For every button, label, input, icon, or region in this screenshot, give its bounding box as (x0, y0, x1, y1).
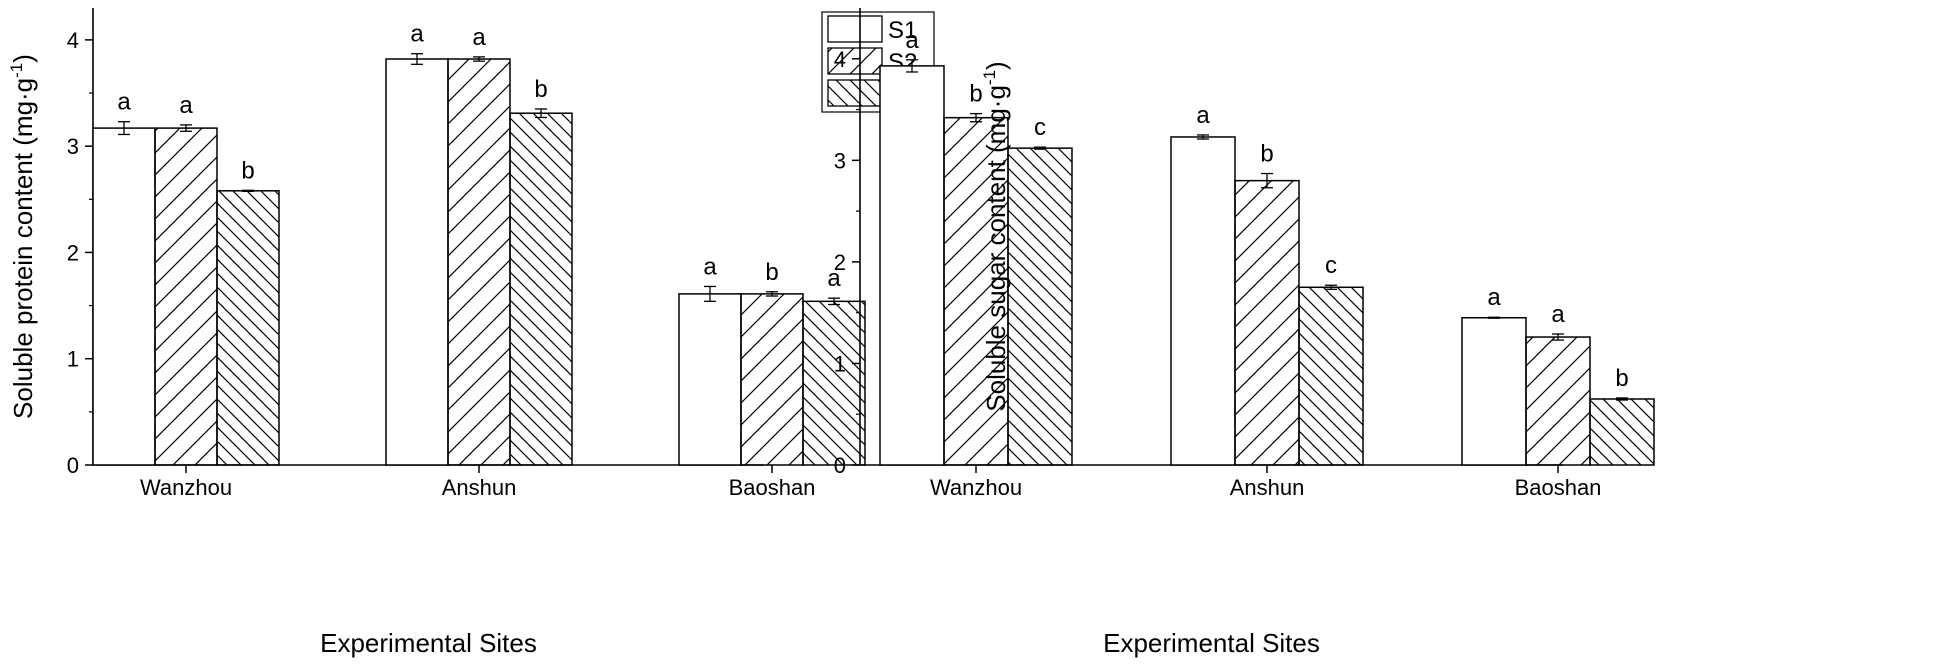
legend-swatch-s2 (827, 47, 883, 75)
x-axis-title: Experimental Sites (1103, 628, 1320, 658)
legend-label-s1: S1 (888, 17, 917, 44)
bar-s1-anshun (1170, 136, 1236, 466)
x-tick-label-baoshan: Baoshan (1515, 475, 1602, 500)
y-axis-title-close: ) (8, 54, 38, 63)
bar-s2-baoshan (1525, 336, 1591, 466)
bar-ck-anshun (509, 112, 573, 466)
significance-label: b (1260, 141, 1273, 168)
y-tick-label: 1 (67, 347, 79, 372)
significance-label: a (472, 24, 486, 51)
significance-label: a (1487, 284, 1501, 311)
y-tick-label: 4 (67, 28, 79, 53)
significance-label: a (827, 265, 841, 292)
y-axis-title-superscript: -1 (7, 63, 26, 78)
y-tick-label: 0 (67, 453, 79, 478)
x-tick-label-anshun: Anshun (442, 475, 517, 500)
bar-s2-anshun (1234, 179, 1300, 466)
significance-label: b (765, 259, 778, 286)
y-axis-title-close: ) (981, 61, 1011, 70)
chart-1: 0 1 2 3 4 Soluble protein content (mg·g-1) a a b… (7, 8, 935, 658)
x-axis-title: Experimental Sites (320, 628, 537, 658)
bar-ck-anshun (1298, 286, 1364, 466)
x-tick-label-wanzhou: Wanzhou (930, 475, 1022, 500)
bar-ck-baoshan (802, 300, 866, 466)
y-tick-label: 0 (834, 453, 846, 478)
bar-s2-baoshan (740, 293, 804, 466)
y-axis-title-text: Soluble protein content (mg·g (8, 78, 38, 419)
bar-s1-wanzhou (92, 127, 156, 466)
significance-label: c (1325, 252, 1337, 279)
legend-swatch-s1 (827, 15, 883, 43)
significance-label: b (534, 76, 547, 103)
significance-label: b (1615, 365, 1628, 392)
y-axis-title-superscript: -1 (980, 70, 999, 85)
significance-label: a (1551, 301, 1565, 328)
y-tick-label: 3 (67, 134, 79, 159)
bar-ck-wanzhou (1007, 147, 1073, 466)
significance-label: a (117, 89, 131, 116)
x-tick-label-wanzhou: Wanzhou (140, 475, 232, 500)
significance-label: a (179, 92, 193, 119)
x-tick-label-anshun: Anshun (1230, 475, 1305, 500)
bar-ck-baoshan (1589, 398, 1655, 466)
y-tick-label: 3 (834, 148, 846, 173)
bar-s2-wanzhou (154, 127, 218, 466)
significance-label: b (969, 81, 982, 108)
significance-label: a (1196, 102, 1210, 129)
legend-swatch-ck (827, 79, 883, 107)
x-tick-label-baoshan: Baoshan (729, 475, 816, 500)
significance-label: a (703, 253, 717, 280)
y-tick-label: 1 (834, 351, 846, 376)
bar-s2-wanzhou (943, 116, 1009, 466)
significance-label: c (1034, 114, 1046, 141)
bar-s1-baoshan (678, 293, 742, 466)
bar-s1-anshun (385, 58, 449, 466)
y-tick-label: 2 (67, 240, 79, 265)
bar-s1-wanzhou (879, 65, 945, 466)
significance-label: b (241, 157, 254, 184)
significance-label: a (905, 27, 919, 54)
y-tick-label: 2 (834, 250, 846, 275)
bar-s2-anshun (447, 58, 511, 466)
y-axis-title: Soluble protein content (mg·g-1) (7, 54, 38, 419)
bar-s1-baoshan (1461, 316, 1527, 466)
significance-label: a (410, 21, 424, 48)
bar-ck-wanzhou (216, 190, 280, 466)
y-tick-label: 4 (834, 47, 846, 72)
